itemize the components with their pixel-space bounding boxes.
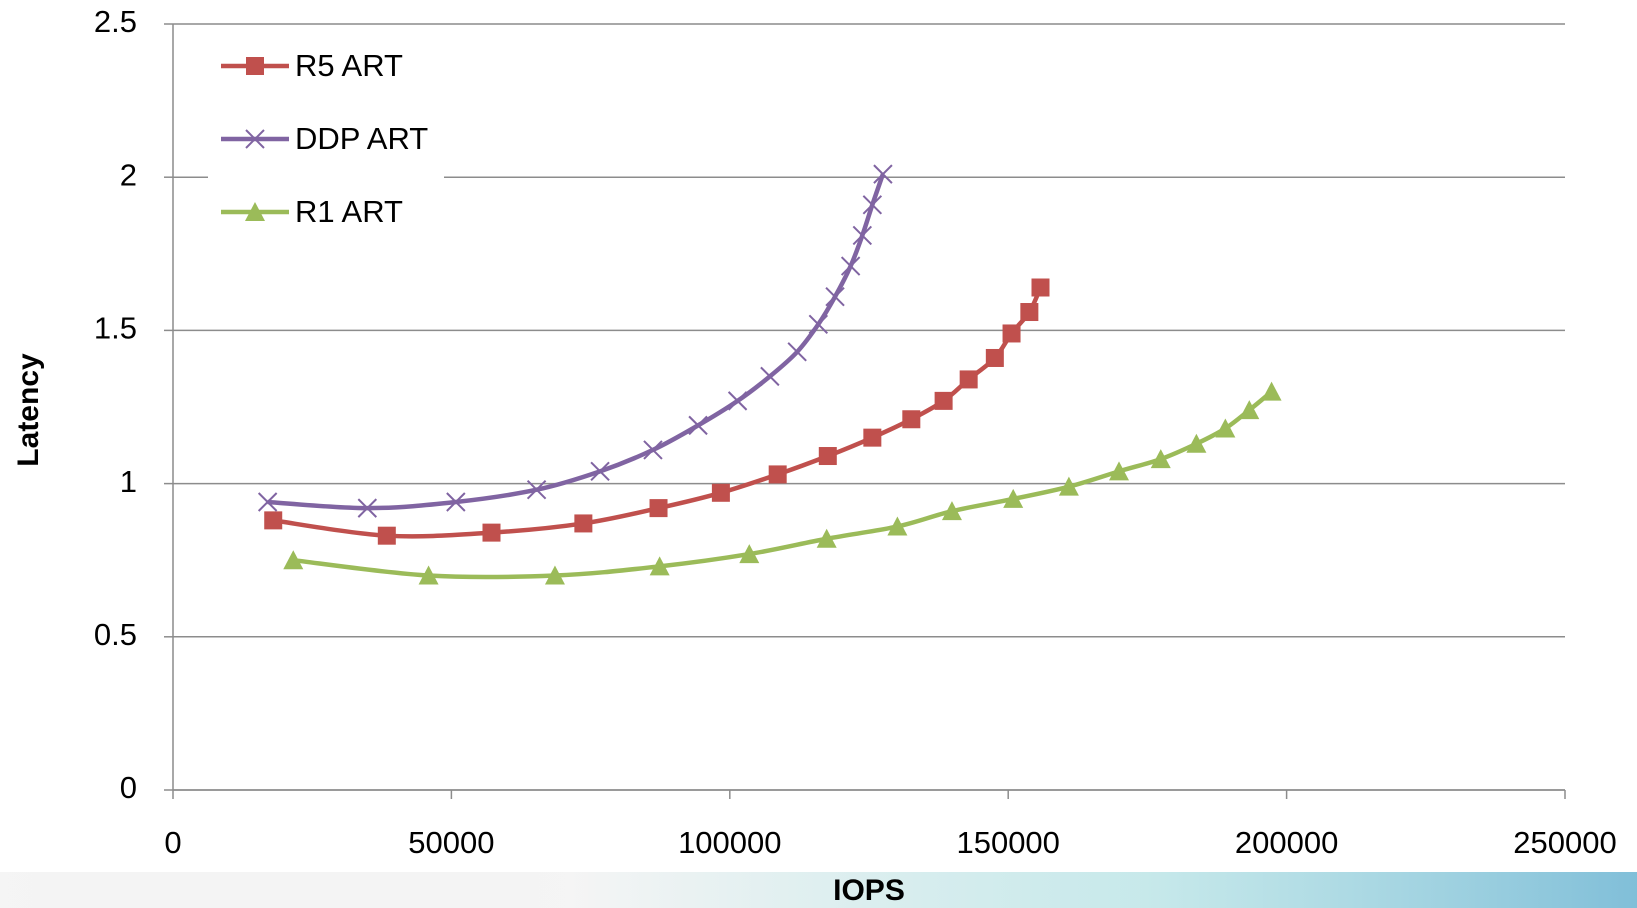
legend-label: R1 ART bbox=[295, 194, 403, 229]
marker bbox=[264, 511, 283, 530]
marker bbox=[816, 528, 837, 548]
marker bbox=[544, 565, 565, 585]
marker bbox=[818, 447, 837, 466]
marker bbox=[863, 428, 882, 447]
marker bbox=[1058, 476, 1079, 496]
marker bbox=[985, 348, 1004, 367]
x-tick-label: 50000 bbox=[408, 825, 494, 860]
marker bbox=[852, 225, 873, 246]
marker bbox=[246, 57, 264, 75]
y-axis-title: Latency bbox=[12, 353, 45, 467]
legend-label: DDP ART bbox=[295, 121, 428, 156]
marker bbox=[418, 565, 439, 585]
marker bbox=[649, 556, 670, 576]
legend-label: R5 ART bbox=[295, 48, 403, 83]
x-tick-label: 0 bbox=[164, 825, 181, 860]
marker bbox=[590, 461, 610, 482]
marker bbox=[377, 526, 396, 545]
marker bbox=[825, 286, 845, 307]
marker bbox=[862, 195, 883, 215]
marker bbox=[1031, 278, 1050, 297]
marker bbox=[688, 415, 708, 436]
x-tick-label: 250000 bbox=[1513, 825, 1616, 860]
marker bbox=[873, 164, 893, 184]
marker bbox=[643, 440, 663, 460]
marker bbox=[902, 410, 921, 429]
y-tick-label: 0 bbox=[120, 770, 137, 805]
marker bbox=[526, 480, 547, 500]
marker bbox=[257, 492, 278, 512]
y-tick-label: 1.5 bbox=[94, 311, 137, 346]
marker bbox=[1261, 381, 1282, 401]
marker bbox=[1150, 449, 1171, 469]
marker bbox=[1215, 418, 1236, 438]
y-tick-label: 1 bbox=[120, 464, 137, 499]
marker bbox=[357, 498, 378, 518]
marker bbox=[941, 501, 962, 521]
marker bbox=[1109, 461, 1130, 481]
marker bbox=[727, 391, 748, 411]
series-line bbox=[293, 389, 1274, 580]
marker bbox=[245, 129, 265, 149]
x-tick-label: 200000 bbox=[1235, 825, 1338, 860]
marker bbox=[760, 366, 780, 387]
marker bbox=[787, 342, 807, 362]
x-axis-title: IOPS bbox=[833, 874, 905, 907]
marker bbox=[574, 514, 593, 533]
marker bbox=[739, 544, 760, 564]
marker bbox=[245, 202, 265, 221]
marker bbox=[1003, 488, 1024, 508]
marker bbox=[768, 465, 787, 484]
y-tick-label: 2 bbox=[120, 157, 137, 192]
y-tick-label: 0.5 bbox=[94, 617, 137, 652]
marker bbox=[649, 499, 668, 518]
marker bbox=[959, 370, 978, 389]
marker bbox=[808, 314, 829, 334]
marker bbox=[482, 523, 501, 542]
x-tick-label: 100000 bbox=[678, 825, 781, 860]
marker bbox=[283, 550, 304, 570]
marker bbox=[1239, 400, 1260, 420]
series-line bbox=[272, 286, 1043, 539]
marker bbox=[1002, 324, 1021, 343]
marker bbox=[1186, 433, 1207, 453]
marker bbox=[711, 483, 730, 502]
marker bbox=[934, 391, 953, 410]
x-tick-label: 150000 bbox=[956, 825, 1059, 860]
y-tick-label: 2.5 bbox=[94, 4, 137, 39]
marker bbox=[840, 256, 861, 276]
marker bbox=[1020, 303, 1039, 322]
bottom-decoration bbox=[0, 872, 1637, 908]
marker bbox=[446, 492, 466, 512]
marker bbox=[887, 516, 908, 536]
